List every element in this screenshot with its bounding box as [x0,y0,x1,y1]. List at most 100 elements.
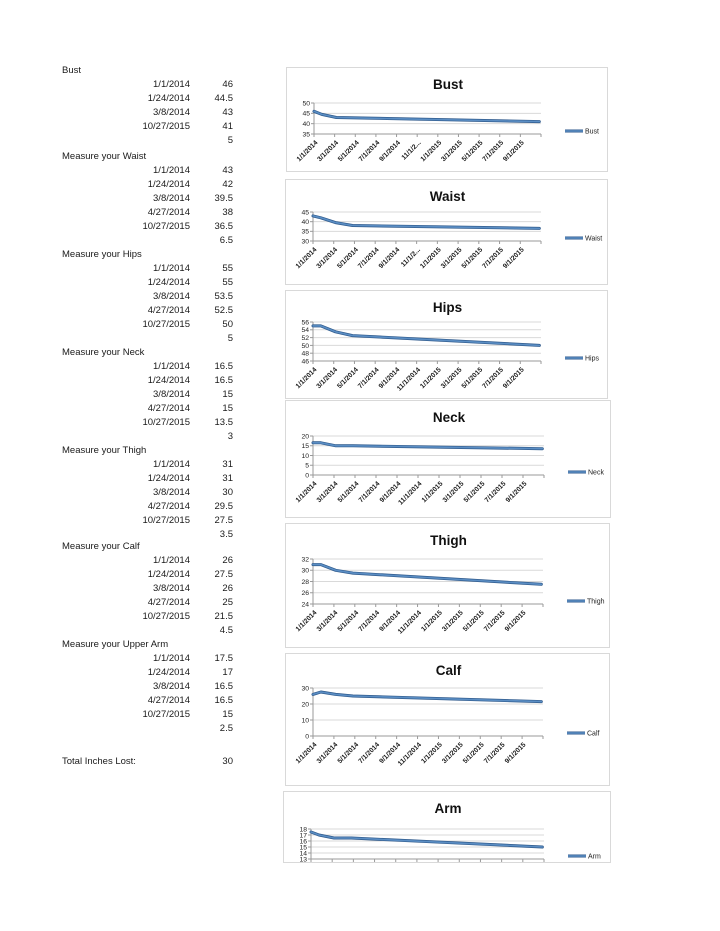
thigh-chart-svg: 24262830321/1/20143/1/20145/1/20147/1/20… [295,533,605,636]
svg-text:3/1/2015: 3/1/2015 [441,609,465,633]
measurement-value: 46 [222,79,233,90]
inches-lost-value: 5 [227,135,233,146]
svg-text:32: 32 [301,556,309,563]
svg-text:5/1/2014: 5/1/2014 [337,741,361,765]
legend-label: Thigh [587,599,605,606]
measure-your-thigh-section: Measure your Thigh 1/1/2014 31 1/24/2014 31 3… [62,444,233,542]
svg-text:3/1/2014: 3/1/2014 [316,480,340,504]
svg-text:7/1/2014: 7/1/2014 [358,480,382,504]
measurement-row: 4/27/2014 29.5 [62,500,233,514]
svg-text:11/1/2014: 11/1/2014 [397,480,423,506]
measurement-row: 3/8/2014 30 [62,486,233,500]
measurement-row: 3/8/2014 53.5 [62,290,233,304]
inches-lost-value: 3.5 [219,529,233,540]
svg-text:45: 45 [301,209,309,216]
svg-text:3/1/2014: 3/1/2014 [316,609,340,633]
svg-text:40: 40 [302,121,310,128]
measurement-value: 52.5 [214,305,234,316]
inches-lost-row: 5 [62,134,233,148]
svg-text:7/1/2014: 7/1/2014 [357,366,381,390]
svg-text:28: 28 [301,579,309,586]
section-label: Measure your Upper Arm [62,639,169,650]
svg-text:5/1/2015: 5/1/2015 [461,246,485,270]
bust-chart[interactable]: 35 40 45 50 1/1/2014 3/1/2014 5/1/2014 7/1/2014… [286,67,608,172]
measurement-date: 3/8/2014 [153,107,190,118]
measurement-value: 44.5 [214,93,234,104]
measurement-row: 10/27/2015 36.5 [62,220,233,234]
thigh-chart[interactable]: 24 26 28 30 32 1/1/2014 3/1/2014 5/1/2014 7/1/20… [285,523,610,648]
svg-text:3/1/2014: 3/1/2014 [316,139,340,163]
inches-lost-value: 6.5 [219,235,233,246]
measurement-date: 10/27/2015 [142,121,190,132]
waist-chart-svg: 30 35 40 45 1/1/20143/1/20145/1/20147/1/2014… [295,189,603,270]
measurement-row: 1/24/2014 31 [62,472,233,486]
waist-chart[interactable]: 30 35 40 45 1/1/2014 3/1/2014 5/1/2014 7/1/2014… [285,179,608,285]
svg-text:5/1/2015: 5/1/2015 [463,480,487,504]
neck-chart[interactable]: 0 5 10 15 20 1/1/2014 3/1/2014 5/1/2014 7/1/2014… [285,400,611,518]
svg-text:7/1/2015: 7/1/2015 [481,246,505,270]
measurement-value: 15 [222,403,233,414]
arm-chart[interactable]: 13 14 15 16 17 18 Arm Arm [283,791,611,863]
svg-text:35: 35 [302,131,310,138]
svg-text:9/1/2015: 9/1/2015 [502,139,526,163]
measurement-row: 10/27/2015 15 [62,708,233,722]
svg-text:3/1/2015: 3/1/2015 [441,741,465,765]
measurement-date: 1/1/2014 [153,653,190,664]
svg-text:3/1/2015: 3/1/2015 [440,139,464,163]
measurement-date: 1/24/2014 [147,473,190,484]
svg-text:30: 30 [301,685,309,692]
svg-text:5/1/2015: 5/1/2015 [461,366,485,390]
measurement-date: 3/8/2014 [153,389,190,400]
measurement-row: 1/24/2014 42 [62,178,233,192]
measurement-value: 17 [222,667,233,678]
section-label: Measure your Thigh [62,445,147,456]
svg-text:1/1/2015: 1/1/2015 [420,139,444,163]
measurement-value: 43 [222,107,233,118]
measurement-value: 27.5 [214,569,234,580]
measurement-value: 16.5 [214,681,234,692]
calf-chart[interactable]: 0 10 20 30 1/1/2014 3/1/2014 5/1/2014 7/1/2014 9… [285,653,610,786]
svg-text:0: 0 [305,733,309,740]
hips-chart[interactable]: 46 48 50 52 54 56 1/1/2014 3/1/2014 5/1/2014 7/1/… [285,290,608,399]
svg-text:52: 52 [301,335,309,342]
measurement-date: 4/27/2014 [147,207,190,218]
measurement-value: 30 [222,487,233,498]
measurement-value: 15 [222,389,233,400]
svg-text:5/1/2014: 5/1/2014 [336,366,360,390]
inches-lost-value: 2.5 [219,723,233,734]
svg-text:35: 35 [301,229,309,236]
svg-text:15: 15 [299,844,307,851]
svg-text:1/1/2015: 1/1/2015 [420,609,444,633]
legend-label: Waist [585,236,602,243]
measurement-value: 26 [222,583,233,594]
measurement-value: 55 [222,277,233,288]
legend-label: Neck [588,470,604,477]
measurement-date: 1/1/2014 [153,79,190,90]
measurement-date: 1/24/2014 [147,667,190,678]
measurement-date: 1/24/2014 [147,569,190,580]
measurement-value: 41 [222,121,233,132]
measurement-row: 4/27/2014 52.5 [62,304,233,318]
svg-text:9/1/2015: 9/1/2015 [505,480,529,504]
measurement-value: 31 [222,459,233,470]
svg-text:56: 56 [301,319,309,326]
measurement-row: 3/8/2014 15 [62,388,233,402]
measurement-row: 1/1/2014 55 [62,262,233,276]
measurement-value: 42 [222,179,233,190]
svg-text:16: 16 [299,838,307,845]
svg-text:17: 17 [299,832,307,839]
svg-text:20: 20 [301,701,309,708]
svg-text:5/1/2014: 5/1/2014 [337,609,361,633]
measurement-value: 53.5 [214,291,234,302]
measurement-row: 1/1/2014 16.5 [62,360,233,374]
svg-text:7/1/2014: 7/1/2014 [357,246,381,270]
chart-title: Waist [430,189,466,204]
svg-text:5: 5 [305,463,309,470]
legend-label: Hips [585,356,600,363]
total-inches-lost-label: Total Inches Lost: [62,756,136,767]
measurement-row: 1/24/2014 17 [62,666,233,680]
measurement-date: 1/24/2014 [147,93,190,104]
svg-text:30: 30 [301,568,309,575]
measure-your-upper-arm-section: Measure your Upper Arm 1/1/2014 17.5 1/24/2… [62,638,233,736]
measurement-date: 4/27/2014 [147,597,190,608]
